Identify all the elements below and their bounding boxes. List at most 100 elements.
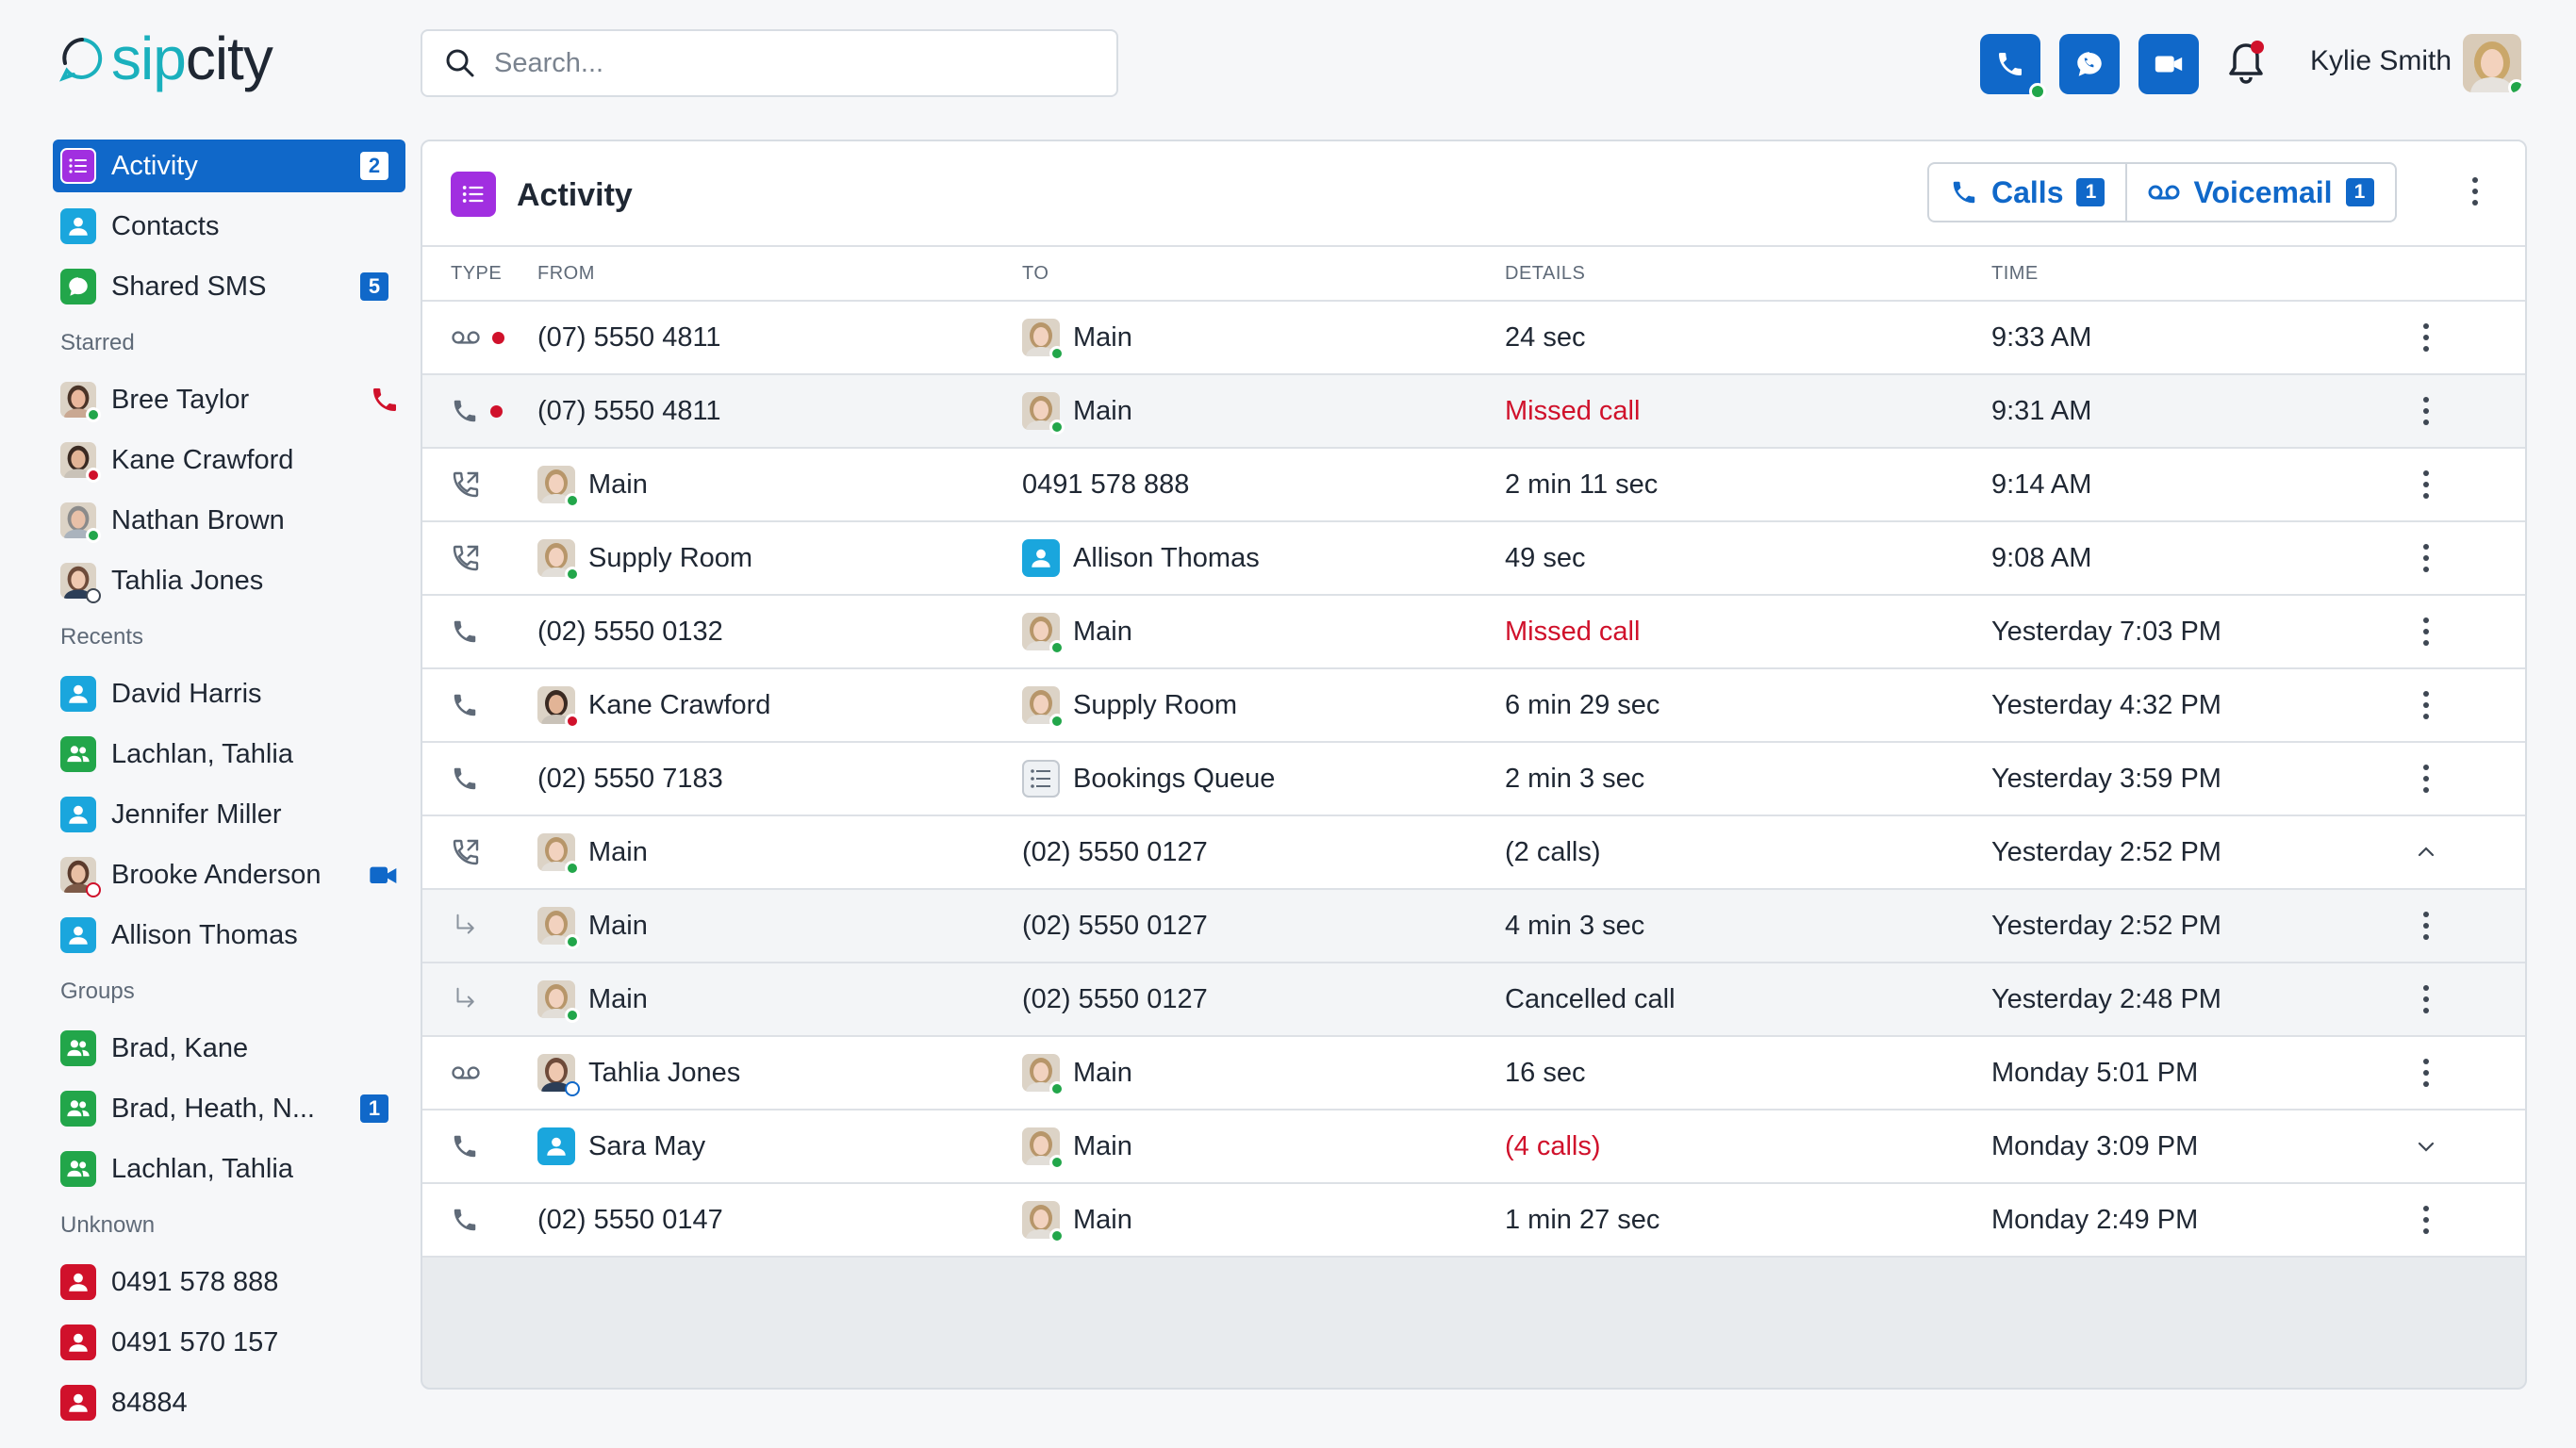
- phone-icon: [451, 1132, 479, 1160]
- sidebar-item-contacts[interactable]: Contacts: [53, 200, 405, 253]
- unknown-number[interactable]: 0491 570 157: [53, 1316, 405, 1369]
- group-icon: [60, 1030, 96, 1066]
- table-row[interactable]: (07) 5550 4811 Main Missed call 9:31 AM: [422, 375, 2525, 449]
- filter-voicemail-label: Voicemail: [2193, 174, 2333, 209]
- header-type: TYPE: [451, 262, 503, 284]
- contact-icon: [60, 797, 96, 832]
- group-item[interactable]: Lachlan, Tahlia: [53, 1143, 405, 1195]
- row-more-button[interactable]: [2412, 302, 2440, 373]
- row-more-button[interactable]: [2412, 1037, 2440, 1109]
- table-header: TYPE FROM TO DETAILS TIME: [422, 247, 2525, 302]
- table-row[interactable]: (07) 5550 4811 Main 24 sec 9:33 AM: [422, 302, 2525, 375]
- recent-contact[interactable]: Brooke Anderson: [53, 848, 405, 901]
- app-logo[interactable]: sipcity: [58, 25, 273, 92]
- recent-contact[interactable]: David Harris: [53, 667, 405, 720]
- type-cell: [451, 837, 481, 867]
- panel-more-button[interactable]: [2472, 177, 2478, 206]
- avatar: [537, 1054, 580, 1096]
- time-value: Monday 2:49 PM: [1991, 1204, 2199, 1235]
- starred-contact[interactable]: Bree Taylor: [53, 373, 405, 426]
- table-row[interactable]: Tahlia Jones Main 16 sec Monday 5:01 PM: [422, 1037, 2525, 1111]
- phone-icon: [451, 397, 479, 425]
- table-row[interactable]: (02) 5550 0132 Main Missed call Yesterday 7…: [422, 596, 2525, 669]
- phone-icon: [1953, 181, 1975, 204]
- table-row[interactable]: (02) 5550 0147 Main 1 min 27 sec Monday 2:4…: [422, 1184, 2525, 1258]
- row-more-button[interactable]: [2412, 1184, 2440, 1256]
- user-avatar[interactable]: [2463, 34, 2521, 92]
- search-bar[interactable]: [421, 29, 1118, 97]
- row-more-button[interactable]: [2412, 449, 2440, 520]
- presence-dot: [565, 493, 580, 508]
- recent-contact[interactable]: Jennifer Miller: [53, 788, 405, 841]
- table-row[interactable]: Main (02) 5550 0127 4 min 3 sec Yesterday 2…: [422, 890, 2525, 963]
- logo-text: sipcity: [111, 25, 273, 92]
- unknown-number[interactable]: 84884: [53, 1376, 405, 1429]
- time-value: Yesterday 4:32 PM: [1991, 689, 2221, 720]
- presence-dot: [86, 588, 101, 603]
- table-row[interactable]: Supply Room Allison Thomas 49 sec 9:08 AM: [422, 522, 2525, 596]
- row-more-button[interactable]: [2412, 963, 2440, 1035]
- to-cell: Main: [1022, 1054, 1132, 1096]
- table-row[interactable]: Main (02) 5550 0127 (2 calls) Yesterday 2:5…: [422, 816, 2525, 890]
- to-cell: (02) 5550 0127: [1022, 984, 1208, 1015]
- search-icon: [446, 49, 474, 77]
- sidebar-item-activity[interactable]: Activity 2: [53, 140, 405, 192]
- table-row[interactable]: Kane Crawford Supply Room 6 min 29 sec Yest…: [422, 669, 2525, 743]
- outgoing-call-icon: [451, 837, 481, 867]
- activity-icon: [451, 172, 496, 217]
- table-row[interactable]: Main 0491 578 888 2 min 11 sec 9:14 AM: [422, 449, 2525, 522]
- avatar: [537, 686, 580, 729]
- table-row[interactable]: Sara May Main (4 calls) Monday 3:09 PM: [422, 1111, 2525, 1184]
- presence-dot: [1049, 1081, 1065, 1096]
- phone-button[interactable]: [1980, 34, 2046, 100]
- to-cell: Main: [1022, 319, 1132, 361]
- chat-button[interactable]: [2059, 34, 2120, 94]
- group-item[interactable]: Brad, Heath, N... 1: [53, 1082, 405, 1135]
- search-input[interactable]: [494, 47, 1060, 79]
- sidebar-item-label: Shared SMS: [111, 271, 267, 302]
- time-value: Monday 5:01 PM: [1991, 1057, 2199, 1088]
- row-more-button[interactable]: [2412, 375, 2440, 447]
- row-more-button[interactable]: [2412, 890, 2440, 962]
- table-row[interactable]: Main (02) 5550 0127 Cancelled call Yesterda…: [422, 963, 2525, 1037]
- type-cell: [451, 617, 479, 646]
- phone-number: 0491 578 888: [111, 1266, 279, 1297]
- avatar: [60, 563, 101, 603]
- collapse-chevron-up-icon[interactable]: [2412, 816, 2440, 888]
- presence-dot: [1049, 1155, 1065, 1170]
- row-more-button[interactable]: [2412, 669, 2440, 741]
- details-value: 49 sec: [1505, 542, 1586, 573]
- user-name[interactable]: Kylie Smith: [2310, 45, 2452, 76]
- expand-chevron-down-icon[interactable]: [2412, 1111, 2440, 1182]
- unknown-number[interactable]: 0491 578 888: [53, 1256, 405, 1308]
- activity-table: TYPE FROM TO DETAILS TIME (07) 5550 4811…: [422, 247, 2525, 1258]
- filter-calls-button[interactable]: Calls 1: [1929, 164, 2125, 221]
- row-more-button[interactable]: [2412, 596, 2440, 667]
- avatar: [60, 502, 101, 543]
- sidebar-item-shared-sms[interactable]: Shared SMS 5: [53, 260, 405, 313]
- filter-voicemail-button[interactable]: Voicemail 1: [2125, 164, 2394, 221]
- starred-contact[interactable]: Kane Crawford: [53, 434, 405, 486]
- details-value: 1 min 27 sec: [1505, 1204, 1660, 1235]
- table-row[interactable]: (02) 5550 7183 Bookings Queue 2 min 3 sec Y…: [422, 743, 2525, 816]
- avatar: [537, 980, 580, 1023]
- filter-calls-label: Calls: [1991, 174, 2064, 209]
- presence-dot: [565, 861, 580, 876]
- recent-contact[interactable]: Allison Thomas: [53, 909, 405, 962]
- activity-filter: Calls 1 Voicemail 1: [1927, 162, 2397, 222]
- unread-badge: 2: [360, 152, 388, 180]
- from-value: (07) 5550 4811: [537, 321, 721, 353]
- contact-icon: [60, 1325, 96, 1360]
- row-more-button[interactable]: [2412, 743, 2440, 814]
- notifications-button[interactable]: [2223, 38, 2269, 90]
- video-button[interactable]: [2138, 34, 2199, 94]
- type-cell: [451, 543, 481, 573]
- starred-contact[interactable]: Tahlia Jones: [53, 554, 405, 607]
- recent-contact[interactable]: Lachlan, Tahlia: [53, 728, 405, 781]
- group-item[interactable]: Brad, Kane: [53, 1022, 405, 1075]
- activity-panel: Activity Calls 1 Voicemail 1 TYPE FROM T…: [421, 140, 2527, 1390]
- group-icon: [60, 1151, 96, 1187]
- row-more-button[interactable]: [2412, 522, 2440, 594]
- starred-contact[interactable]: Nathan Brown: [53, 494, 405, 547]
- video-call-icon: [368, 864, 400, 895]
